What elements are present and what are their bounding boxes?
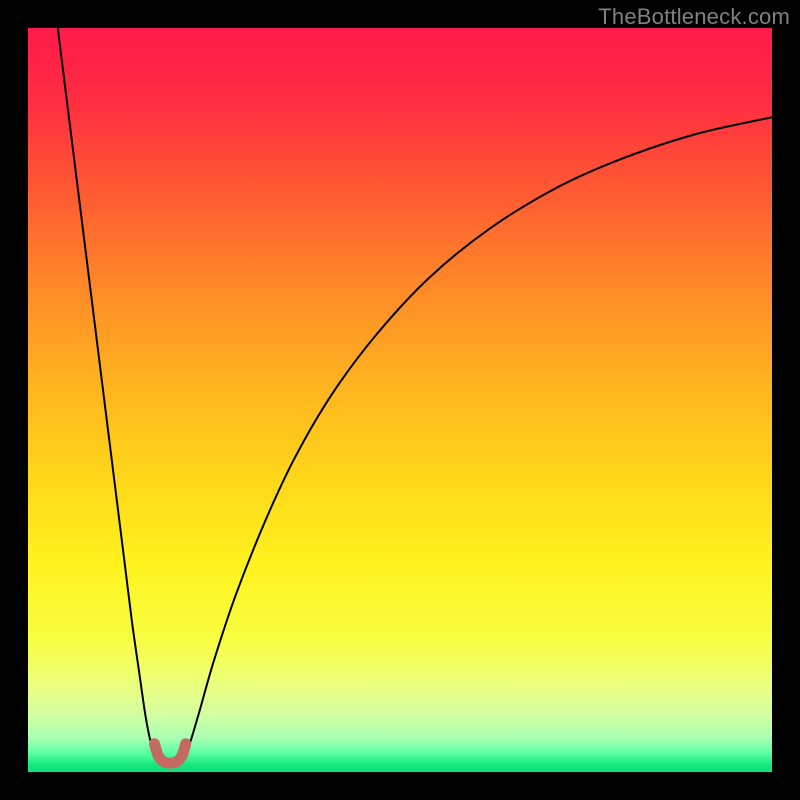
plot-svg [28, 28, 772, 772]
plot-area [28, 28, 772, 772]
chart-frame [28, 28, 772, 772]
watermark-text: TheBottleneck.com [598, 4, 790, 30]
gradient-background [28, 28, 772, 772]
